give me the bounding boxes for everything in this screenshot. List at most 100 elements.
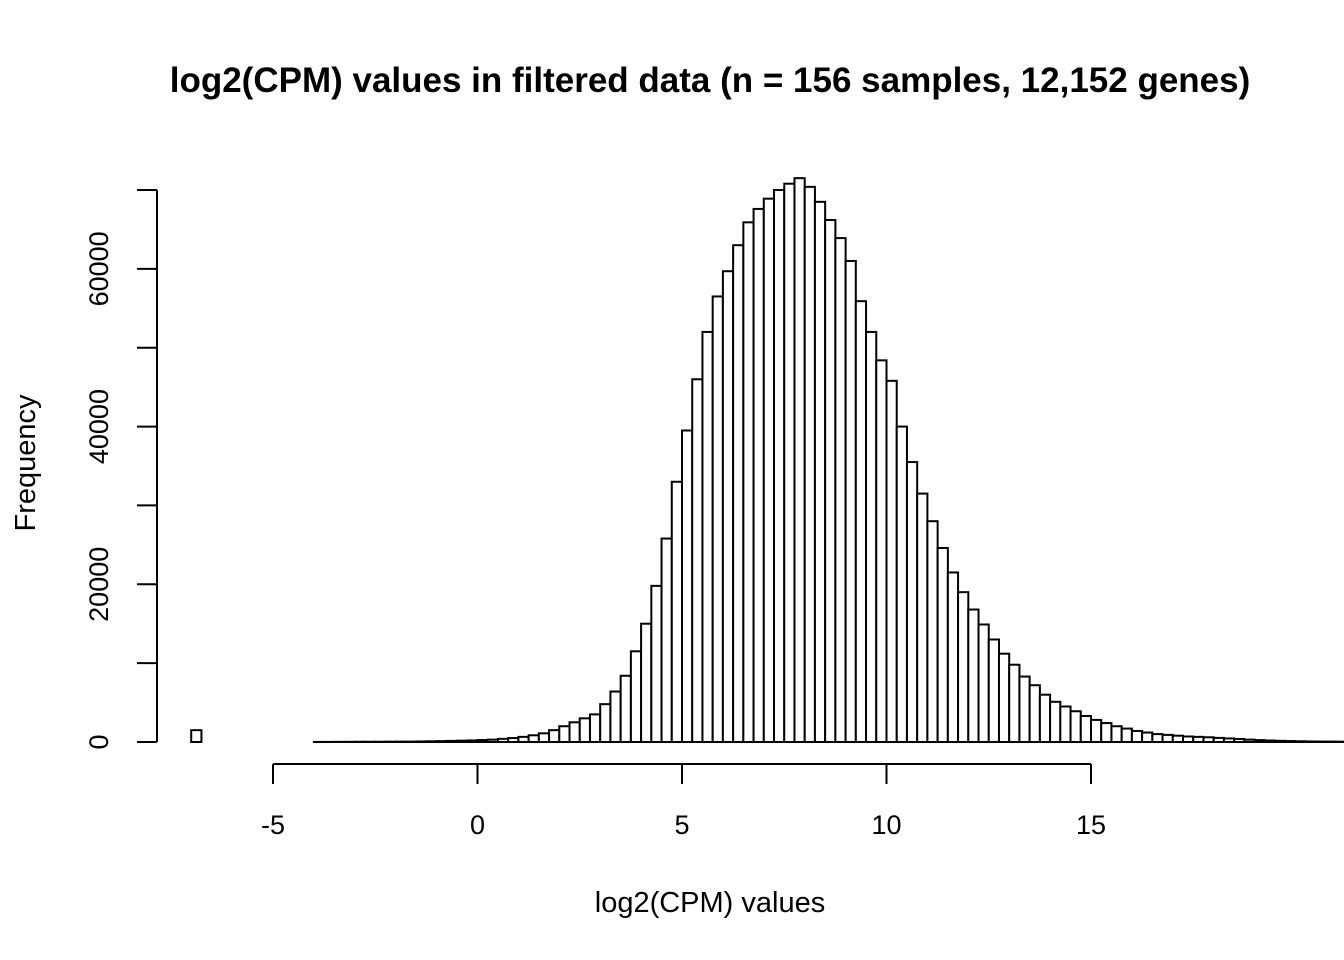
histogram-bar	[1304, 740, 1317, 744]
x-tick-label: 15	[1076, 810, 1106, 840]
histogram-bar	[1202, 736, 1215, 744]
histogram-bar	[742, 221, 755, 743]
histogram-bar	[824, 218, 837, 744]
histogram-bar	[1171, 734, 1185, 744]
histogram-bar	[599, 703, 612, 744]
histogram-bar	[865, 330, 878, 743]
histogram-bar	[885, 379, 898, 743]
histogram-bar	[875, 359, 888, 743]
histogram-bar	[609, 690, 622, 744]
histogram-bar	[1079, 714, 1093, 743]
histogram-bar	[854, 300, 868, 743]
histogram-bar	[916, 492, 929, 743]
histogram-bar	[1243, 738, 1256, 744]
histogram-bar	[527, 734, 540, 743]
histogram-bar	[1192, 735, 1205, 743]
x-tick-label: 5	[674, 810, 689, 840]
histogram-bar	[619, 674, 632, 744]
histogram-bar	[1182, 735, 1195, 743]
x-tick-label: -5	[261, 810, 285, 840]
x-tick-label: 10	[871, 810, 901, 840]
histogram-bar	[1110, 725, 1123, 743]
histogram-bar	[507, 737, 520, 743]
histogram-bar	[834, 237, 847, 743]
y-axis-label: Frequency	[10, 394, 42, 532]
y-tick-label: 20000	[84, 547, 114, 622]
histogram-bar	[997, 652, 1011, 743]
histogram-bar	[496, 737, 510, 743]
histogram-bar	[793, 177, 806, 744]
histogram-bar	[691, 378, 704, 743]
histogram-bar	[762, 197, 776, 744]
histogram-bar	[926, 520, 939, 744]
histogram-bar	[425, 740, 438, 743]
histogram-bar	[1130, 729, 1144, 744]
histogram-bar	[1059, 705, 1072, 744]
histogram-bar	[1274, 739, 1287, 744]
histogram-bar	[1151, 733, 1164, 743]
histogram-bar	[1028, 684, 1041, 743]
histogram-bar	[905, 461, 919, 743]
histogram-bar	[1018, 675, 1031, 743]
histogram-bar	[773, 189, 786, 743]
histogram-bar	[629, 650, 643, 743]
histogram-bar	[517, 735, 530, 743]
histogram-bar	[1069, 710, 1082, 743]
histogram-bar	[681, 429, 694, 743]
histogram-bar	[946, 571, 960, 744]
histogram-bar	[1263, 739, 1277, 743]
histogram-bar	[711, 295, 724, 743]
histogram-bar	[650, 584, 663, 743]
histogram-bar	[1233, 738, 1246, 743]
histogram-bar	[1120, 727, 1133, 744]
y-axis: 0 20000 40000 60000	[84, 189, 158, 750]
histogram-bar	[588, 713, 602, 744]
histogram-bar	[537, 732, 551, 744]
chart-title: log2(CPM) values in filtered data (n = 1…	[170, 61, 1251, 100]
histogram-bar	[987, 638, 1000, 743]
histogram-bar	[1284, 740, 1297, 743]
histogram-bar	[977, 623, 990, 743]
x-axis-label: log2(CPM) values	[595, 887, 825, 919]
histogram-bar	[844, 259, 857, 743]
histogram-bar	[1100, 722, 1113, 744]
histogram-bar	[578, 717, 591, 744]
histogram-bar	[1008, 663, 1021, 743]
histogram-bar	[1141, 731, 1154, 743]
histogram-bar	[803, 185, 816, 744]
histogram-bar	[476, 739, 489, 744]
histogram-bar	[1294, 740, 1307, 743]
histogram-bar	[721, 270, 735, 743]
histogram-bar	[558, 725, 571, 743]
histogram-bar	[1049, 700, 1062, 744]
histogram-bar	[1038, 693, 1052, 744]
histogram-bar	[957, 591, 970, 743]
y-tick-label: 60000	[84, 231, 114, 306]
histogram-bar	[813, 200, 827, 743]
histogram-bar	[752, 207, 765, 743]
histogram-bar	[445, 739, 459, 744]
x-axis: -5 0 5 10 15	[261, 763, 1106, 840]
histogram-bar	[895, 425, 908, 743]
x-tick-label: 0	[470, 810, 485, 840]
histogram-bar	[640, 622, 653, 744]
histogram-bar	[670, 480, 684, 743]
histogram-bar	[548, 729, 561, 743]
histogram-bar	[1161, 733, 1174, 744]
histogram-bar	[701, 330, 714, 743]
histogram-bar	[466, 739, 479, 743]
histogram-bar	[568, 721, 581, 743]
histogram-bar	[486, 738, 499, 744]
histogram-bar	[783, 182, 796, 743]
histogram-bar	[1212, 736, 1225, 744]
histogram-bar	[936, 547, 949, 744]
histogram-bar	[1222, 737, 1236, 744]
histogram-bar	[456, 739, 469, 743]
histogram-bar	[435, 740, 448, 744]
histogram-bar	[660, 537, 673, 743]
histogram-bar	[1090, 718, 1103, 743]
histogram-bar	[415, 740, 428, 744]
histogram-bar	[732, 244, 745, 743]
y-tick-label: 0	[84, 734, 114, 749]
